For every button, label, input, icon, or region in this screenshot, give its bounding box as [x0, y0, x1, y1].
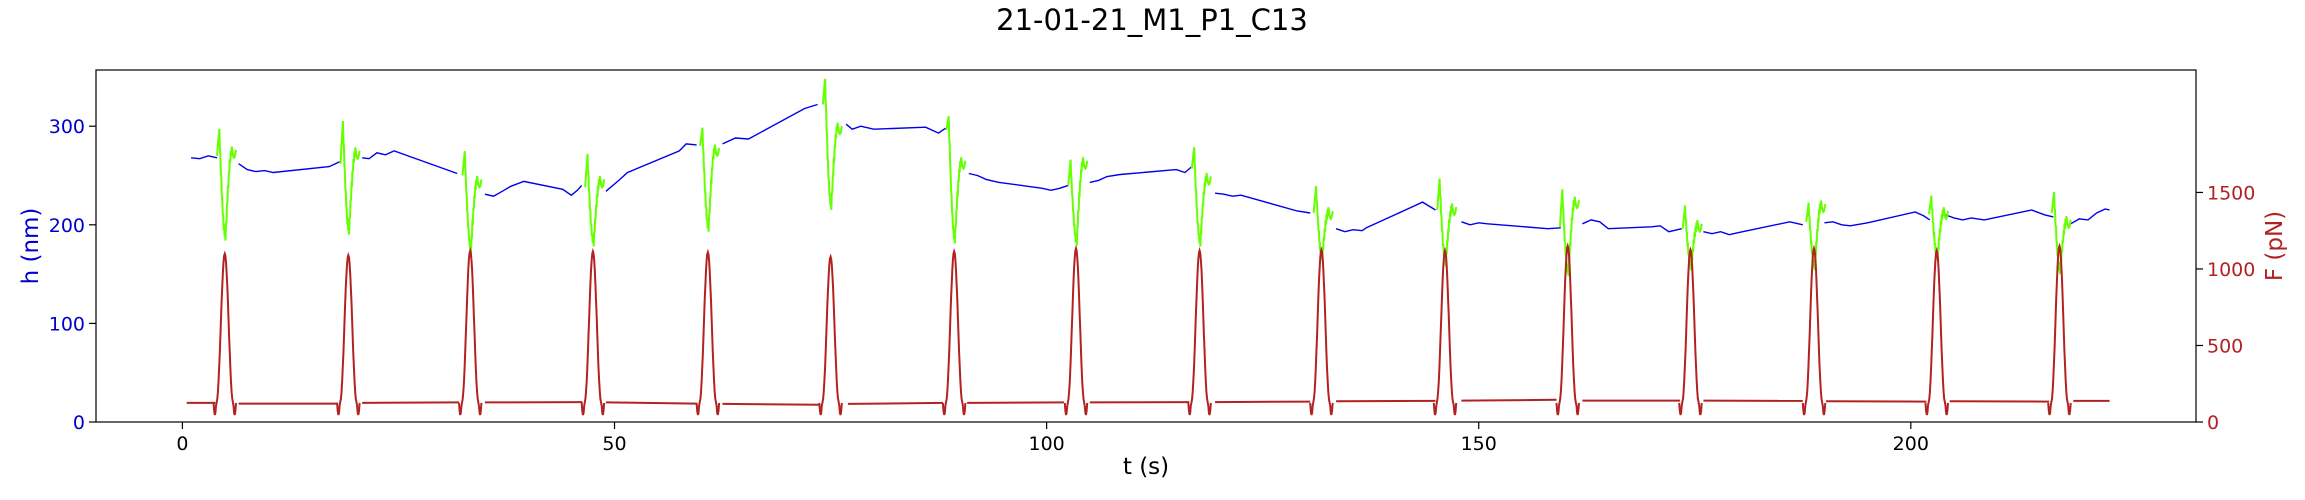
height-compression-10 [1312, 185, 1334, 261]
y-left-tick-label: 100 [49, 313, 85, 335]
height-baseline-segment [722, 103, 818, 145]
height-baseline-segment [1945, 209, 2054, 221]
force-pulse-11 [1432, 246, 1458, 416]
y-right-tick-label: 0 [2207, 412, 2219, 434]
y-right-tick-label: 1000 [2207, 259, 2255, 281]
force-pulse-12 [1555, 242, 1580, 416]
y-left-tick-label: 200 [49, 215, 85, 237]
plot-frame [95, 69, 2197, 423]
height-baseline-segment [484, 180, 583, 197]
y-right-tick-label: 500 [2207, 335, 2243, 357]
force-baseline-segment [967, 401, 1064, 404]
force-pulse-10 [1309, 246, 1334, 416]
series-layer [186, 78, 2110, 416]
force-pulse-6 [818, 253, 843, 416]
height-baseline-segment [362, 150, 458, 175]
height-baseline-segment [2070, 208, 2110, 225]
force-baseline-segment [847, 401, 943, 405]
height-compression-9 [1190, 147, 1212, 247]
y-axis-label-right: F (pN) [2262, 211, 2288, 281]
height-baseline-segment [191, 155, 218, 160]
height-compression-6 [821, 78, 843, 211]
height-compression-2 [339, 120, 361, 235]
y-right-tick-label: 1500 [2207, 182, 2255, 204]
height-compression-15 [1928, 195, 1949, 261]
x-tick-label: 150 [1461, 433, 1497, 455]
force-pulse-13 [1678, 246, 1703, 416]
height-compression-7 [945, 116, 967, 244]
y-axis-right: 0 500 1000 1500 [2196, 182, 2255, 434]
y-left-tick-label: 0 [73, 412, 85, 434]
force-baseline-segment [722, 402, 821, 406]
force-pulse-8 [1063, 244, 1089, 416]
force-baseline-segment [1215, 400, 1311, 404]
chart-title: 21-01-21_M1_P1_C13 [996, 3, 1308, 37]
force-pulse-5 [695, 248, 721, 416]
height-baseline-segment [1089, 166, 1193, 184]
height-baseline-segment [1461, 221, 1561, 230]
force-baseline-segment [362, 401, 460, 404]
x-tick-label: 200 [1893, 433, 1929, 455]
x-axis-label: t (s) [1123, 454, 1169, 480]
height-baseline-segment [1582, 219, 1682, 233]
height-baseline-segment [605, 143, 697, 192]
force-pulse-1 [212, 250, 237, 416]
height-baseline-segment [968, 172, 1069, 192]
y-axis-label-left: h (nm) [18, 208, 44, 285]
height-compression-8 [1067, 157, 1089, 246]
force-baseline-segment [605, 401, 697, 405]
height-baseline-segment [1703, 221, 1803, 236]
force-pulse-15 [1924, 247, 1949, 416]
force-pulse-9 [1187, 246, 1212, 416]
height-baseline-segment [1215, 192, 1311, 214]
x-tick-label: 0 [176, 433, 188, 455]
force-pulse-4 [580, 247, 606, 416]
force-pulse-14 [1801, 244, 1827, 416]
force-baseline-segment [1461, 398, 1557, 402]
x-tick-label: 50 [602, 433, 626, 455]
force-pulse-2 [336, 251, 361, 416]
x-axis: 0 50 100 150 200 [176, 422, 1929, 455]
force-pulse-3 [458, 246, 483, 416]
x-tick-label: 100 [1028, 433, 1064, 455]
force-pulse-7 [941, 248, 967, 416]
height-compression-5 [699, 127, 721, 232]
height-baseline-segment [238, 161, 340, 174]
y-axis-left: 0 100 200 300 [49, 116, 96, 434]
height-baseline-segment [1335, 201, 1436, 233]
height-compression-4 [584, 153, 606, 247]
height-compression-1 [216, 128, 237, 241]
height-compression-3 [461, 151, 483, 253]
force-pulse-16 [2047, 242, 2072, 416]
height-baseline-segment [845, 123, 946, 134]
height-baseline-segment [1824, 211, 1931, 227]
y-left-tick-label: 300 [49, 116, 85, 138]
